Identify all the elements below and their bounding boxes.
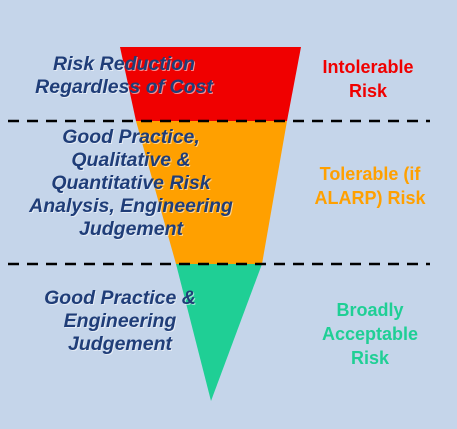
label-line: Qualitative &: [71, 149, 191, 171]
broadly-acceptable-risk-label: Broadly Acceptable Risk: [300, 298, 440, 370]
label-line: Quantitative Risk: [51, 172, 211, 194]
tolerable-zone: [136, 121, 287, 264]
label-line: Tolerable (if: [319, 164, 421, 184]
label-line: ALARP) Risk: [314, 188, 426, 208]
label-line: Risk Reduction: [53, 53, 195, 75]
label-line: Acceptable: [321, 324, 419, 344]
risk-reduction-label: Risk Reduction Regardless of Cost: [8, 53, 240, 99]
intolerable-risk-label: Intolerable Risk: [298, 55, 438, 103]
label-line: Risk: [350, 348, 390, 368]
intolerable-zone: [120, 47, 301, 121]
label-line: Analysis, Engineering: [29, 195, 233, 217]
broadly-acceptable-zone: [176, 264, 262, 401]
label-line: Judgement: [78, 218, 183, 240]
label-line: Good Practice,: [62, 126, 200, 148]
label-line: Broadly: [336, 300, 404, 320]
label-line: Intolerable: [322, 57, 414, 77]
good-practice-analysis-label: Good Practice, Qualitative & Quantitativ…: [0, 126, 262, 241]
label-line: Engineering: [63, 310, 177, 332]
label-line: Good Practice &: [44, 287, 196, 309]
label-line: Judgement: [67, 333, 172, 355]
label-line: Regardless of Cost: [35, 76, 213, 98]
label-line: Risk: [348, 81, 388, 101]
good-practice-engineering-label: Good Practice & Engineering Judgement: [0, 287, 240, 356]
tolerable-risk-label: Tolerable (if ALARP) Risk: [290, 162, 450, 210]
